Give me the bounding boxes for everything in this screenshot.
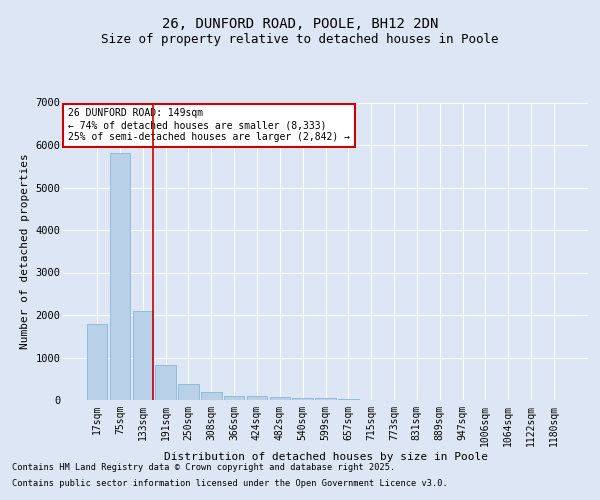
Bar [178,384,199,400]
Text: Size of property relative to detached houses in Poole: Size of property relative to detached ho… [101,32,499,46]
Text: Contains public sector information licensed under the Open Government Licence v3: Contains public sector information licen… [12,478,448,488]
Text: 26, DUNFORD ROAD, POOLE, BH12 2DN: 26, DUNFORD ROAD, POOLE, BH12 2DN [162,18,438,32]
Text: Contains HM Land Registry data © Crown copyright and database right 2025.: Contains HM Land Registry data © Crown c… [12,464,395,472]
Text: 26 DUNFORD ROAD: 149sqm
← 74% of detached houses are smaller (8,333)
25% of semi: 26 DUNFORD ROAD: 149sqm ← 74% of detache… [68,108,350,142]
Y-axis label: Number of detached properties: Number of detached properties [20,154,29,349]
Bar [110,152,130,400]
Bar [269,397,290,400]
Bar [201,392,221,400]
Bar [87,324,107,400]
Bar [315,398,336,400]
Bar [155,365,176,400]
Bar [133,310,153,400]
X-axis label: Distribution of detached houses by size in Poole: Distribution of detached houses by size … [163,452,487,462]
Bar [247,396,267,400]
Bar [292,398,313,400]
Bar [224,396,244,400]
